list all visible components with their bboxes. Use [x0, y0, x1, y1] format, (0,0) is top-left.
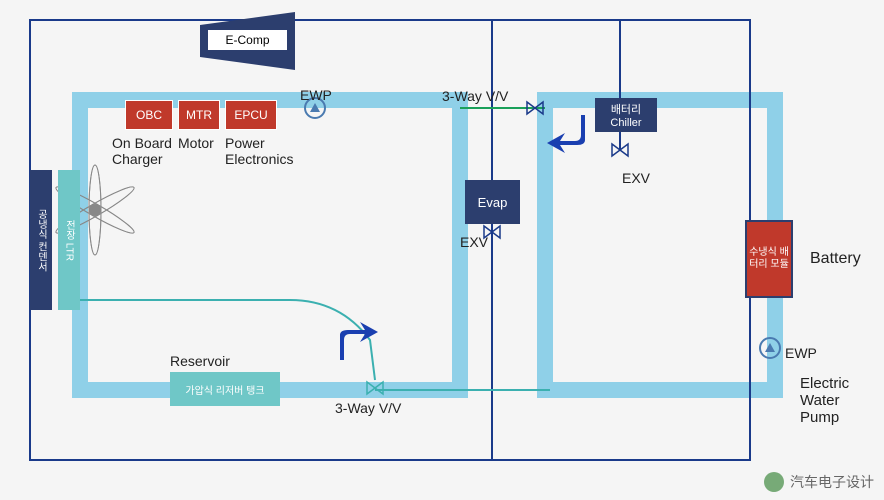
watermark-text: 汽车电子设计 [790, 472, 874, 492]
chiller-en-label: Chiller [610, 117, 641, 129]
ecomp-label: E-Comp [225, 33, 269, 47]
reservoir-box: 가압식 리저버 탱크 [170, 372, 280, 406]
obc-box: OBC [125, 100, 173, 130]
wechat-icon [764, 472, 784, 492]
chiller-kr-label: 배터리 [610, 101, 641, 117]
mtr-sublabel: Motor [178, 135, 214, 151]
exv2-label: EXV [622, 170, 650, 186]
mtr-label: MTR [186, 108, 212, 122]
exv1-label: EXV [460, 234, 488, 250]
left-panel2-label: 전장 LTR [62, 220, 77, 261]
ewp2-label: EWP [785, 345, 817, 361]
watermark: 汽车电子设计 [764, 472, 874, 492]
evap-box: Evap [465, 180, 520, 224]
reservoir-en-label: Reservoir [170, 353, 230, 369]
evap-label: Evap [478, 195, 508, 210]
ewp1-label: EWP [300, 87, 332, 103]
three-way-top-label: 3-Way V/V [442, 88, 508, 104]
epcu-box: EPCU [225, 100, 277, 130]
battery-module-box: 수냉식 배터리 모듈 [745, 220, 793, 298]
ecomp-label-box: E-Comp [208, 30, 287, 50]
teal-curve-line [80, 300, 550, 390]
epcu-label: EPCU [234, 108, 267, 122]
mtr-box: MTR [178, 100, 220, 130]
battery-kr-label: 수냉식 배터리 모듈 [747, 247, 791, 271]
obc-sublabel: On Board Charger [112, 135, 182, 167]
left-panel1-label: 공냉식 컨덴서 [34, 209, 49, 272]
battery-chiller-box: 배터리 Chiller [595, 98, 657, 132]
ewp2-sublabel: Electric Water Pump [800, 375, 870, 426]
battery-en-label: Battery [810, 250, 861, 268]
left-condenser-panel: 공냉식 컨덴서 [30, 170, 52, 310]
reservoir-kr-label: 가압식 리저버 탱크 [185, 382, 264, 397]
obc-label: OBC [136, 108, 162, 122]
left-ltr-panel: 전장 LTR [58, 170, 80, 310]
three-way-bottom-label: 3-Way V/V [335, 400, 401, 416]
epcu-sublabel: Power Electronics [225, 135, 310, 167]
